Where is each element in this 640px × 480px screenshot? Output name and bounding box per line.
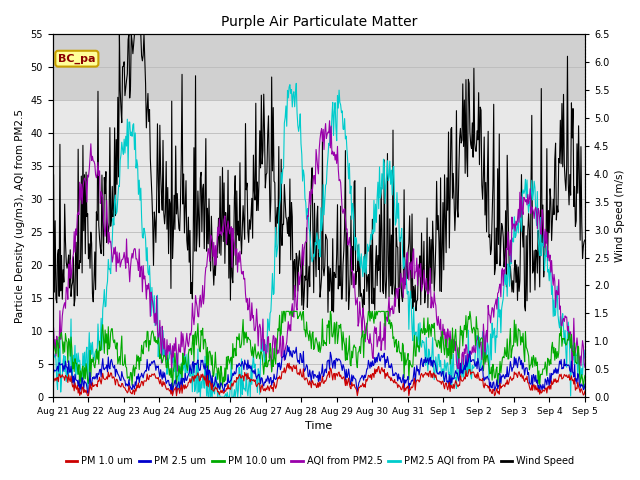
PM2.5 AQI from PA [49,380,56,385]
PM 1.0 um [223,386,231,392]
PM 10.0 um [192,329,200,335]
PM 1.0 um [285,360,293,366]
AQI from PM2.5 [223,241,230,247]
Title: Purple Air Particulate Matter: Purple Air Particulate Matter [221,15,417,29]
PM2.5 AQI from PA [223,389,231,395]
Wind Speed [581,237,589,243]
AQI from PM2.5 [532,209,540,215]
PM 10.0 um [64,360,72,365]
AQI from PM2.5 [581,364,589,370]
Y-axis label: Particle Density (ug/m3), AQI from PM2.5: Particle Density (ug/m3), AQI from PM2.5 [15,109,25,323]
AQI from PM2.5 [191,311,198,317]
PM 2.5 um [64,372,72,377]
AQI from PM2.5 [499,265,506,271]
PM2.5 AQI from PA [581,356,589,361]
PM 1.0 um [532,387,540,393]
PM2.5 AQI from PA [532,222,540,228]
PM2.5 AQI from PA [292,81,300,86]
PM2.5 AQI from PA [191,389,198,395]
PM 10.0 um [223,366,231,372]
AQI from PM2.5 [456,372,463,378]
PM 2.5 um [192,361,200,367]
PM2.5 AQI from PA [499,300,506,306]
PM 1.0 um [499,384,506,389]
PM 2.5 um [581,381,589,387]
PM 1.0 um [49,374,56,380]
PM2.5 AQI from PA [136,177,143,183]
PM 1.0 um [64,380,72,385]
Line: Wind Speed: Wind Speed [52,35,585,313]
Wind Speed [532,248,540,254]
PM 10.0 um [499,355,506,360]
AQI from PM2.5 [136,246,143,252]
PM 2.5 um [223,381,231,387]
PM 2.5 um [84,391,92,396]
PM 10.0 um [581,372,589,378]
AQI from PM2.5 [49,339,56,345]
PM 2.5 um [532,380,540,386]
PM 1.0 um [581,388,589,394]
AQI from PM2.5 [64,297,72,302]
Y-axis label: Wind Speed (m/s): Wind Speed (m/s) [615,169,625,262]
Legend: PM 1.0 um, PM 2.5 um, PM 10.0 um, AQI from PM2.5, PM2.5 AQI from PA, Wind Speed: PM 1.0 um, PM 2.5 um, PM 10.0 um, AQI fr… [61,453,579,470]
Wind Speed [116,32,124,37]
PM2.5 AQI from PA [196,394,204,400]
PM 1.0 um [173,393,180,399]
Wind Speed [49,301,56,307]
PM 2.5 um [284,343,291,348]
Wind Speed [223,242,231,248]
Wind Speed [64,260,72,266]
Wind Speed [365,311,373,316]
PM 10.0 um [169,387,177,393]
PM 2.5 um [136,374,144,380]
X-axis label: Time: Time [305,421,332,432]
Line: PM 1.0 um: PM 1.0 um [52,363,585,396]
PM 1.0 um [136,385,143,391]
Line: PM2.5 AQI from PA: PM2.5 AQI from PA [52,84,585,397]
Line: AQI from PM2.5: AQI from PM2.5 [52,120,585,375]
PM 2.5 um [49,362,56,368]
Wind Speed [499,224,506,230]
AQI from PM2.5 [326,118,333,123]
Wind Speed [192,73,200,79]
Line: PM 2.5 um: PM 2.5 um [52,346,585,394]
PM2.5 AQI from PA [64,377,72,383]
PM 2.5 um [499,374,506,380]
Text: BC_pa: BC_pa [58,54,95,64]
Bar [52,35,585,100]
Wind Speed [136,32,144,37]
PM 10.0 um [532,362,540,368]
PM 10.0 um [278,309,286,314]
PM 10.0 um [136,367,143,372]
Line: PM 10.0 um: PM 10.0 um [52,312,585,390]
PM 10.0 um [49,331,56,337]
PM 1.0 um [192,375,200,381]
